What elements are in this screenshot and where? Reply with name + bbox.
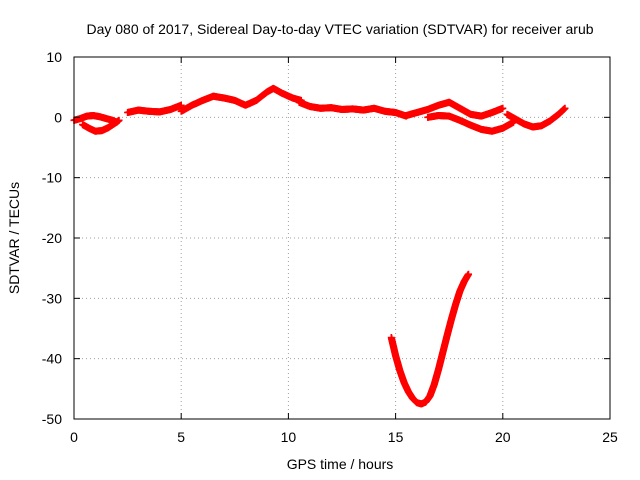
data-point [115,116,123,124]
grid [74,57,610,419]
series-track-6 [402,98,507,120]
data-point [464,270,472,278]
x-tick-label: 5 [177,429,185,445]
chart-title: Day 080 of 2017, Sidereal Day-to-day VTE… [86,21,593,37]
series-track-5 [295,98,410,120]
data-points [70,84,569,408]
series-dip-track [387,270,472,408]
data-point [499,104,507,112]
x-tick-label: 0 [70,429,78,445]
series-track-8 [503,104,569,131]
series-track-4 [177,84,305,115]
x-tick-label: 15 [388,429,404,445]
y-tick-label: -30 [42,290,62,306]
y-tick-label: 10 [46,49,62,65]
data-point [561,104,569,112]
y-tick-label: -40 [42,351,62,367]
x-tick-label: 20 [495,429,511,445]
y-tick-label: 0 [54,109,62,125]
series-track-3 [124,101,185,117]
y-tick-label: -10 [42,170,62,186]
ticks [73,56,611,420]
tick-labels: 0 5 10 15 20 25 -50 -40 -30 -20 -10 0 10 [42,49,618,445]
x-tick-label: 25 [602,429,618,445]
x-axis-label: GPS time / hours [287,456,394,472]
series-track-2 [79,116,123,135]
y-axis-label: SDTVAR / TECUs [6,182,22,294]
y-tick-label: -20 [42,230,62,246]
x-tick-label: 10 [281,429,297,445]
y-tick-label: -50 [42,411,62,427]
